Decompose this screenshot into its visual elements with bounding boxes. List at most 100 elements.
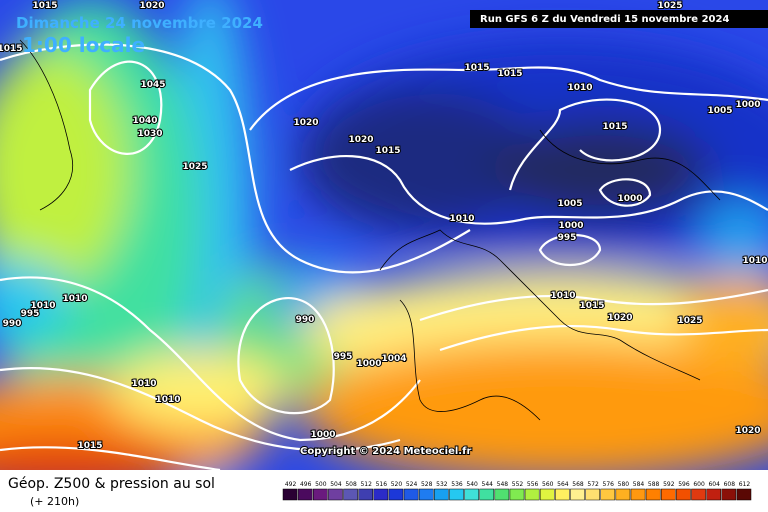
scale-swatch: [736, 488, 752, 501]
scale-swatch: [358, 488, 374, 501]
geopotential-field: 1015 102010151045104010301025102010201015…: [0, 0, 768, 470]
isobar-label: 1025: [657, 1, 682, 11]
scale-label: 500: [315, 481, 327, 488]
scale-label: 572: [587, 481, 599, 488]
scale-swatch: [706, 488, 721, 501]
scale-label: 528: [421, 481, 433, 488]
scale-swatch: [524, 488, 540, 501]
isobar-label: 1010: [62, 294, 87, 304]
valid-date: Dimanche 24 novembre 2024: [16, 14, 263, 32]
scale-swatch: [494, 488, 510, 501]
scale-swatch: [388, 488, 404, 501]
isobar-label: 1040: [132, 116, 157, 126]
scale-label: 568: [572, 481, 584, 488]
isobar-label: 1015: [464, 63, 489, 73]
scale-label: 496: [300, 481, 312, 488]
scale-label: 588: [648, 481, 660, 488]
scale-label: 516: [376, 481, 388, 488]
isobar-label: 1010: [567, 83, 592, 93]
scale-label: 536: [451, 481, 463, 488]
isobar-label: 1020: [348, 135, 373, 145]
isobar-label: 1015: [32, 1, 57, 11]
isobar-label: 1010: [550, 291, 575, 301]
scale-label: 552: [512, 481, 524, 488]
run-info: Run GFS 6 Z du Vendredi 15 novembre 2024: [480, 14, 729, 25]
scale-label: 544: [482, 481, 494, 488]
scale-swatch: [570, 488, 585, 501]
isobar-label: 1000: [310, 430, 335, 440]
scale-swatch: [660, 488, 676, 501]
isobar-label: 1015: [375, 146, 400, 156]
scale-swatch: [449, 488, 464, 501]
scale-label: 596: [678, 481, 690, 488]
isobar-label: 990: [3, 319, 22, 329]
isobar-label: 1010: [449, 214, 474, 224]
isobar-label: 1025: [182, 162, 207, 172]
scale-label: 524: [406, 481, 418, 488]
scale-label: 564: [557, 481, 569, 488]
isobar-label: 995: [334, 352, 353, 362]
scale-swatch: [555, 488, 570, 501]
scale-swatch: [676, 488, 691, 501]
isobar-label: 995: [21, 309, 40, 319]
scale-swatch: [615, 488, 631, 501]
isobar-label: 1015: [579, 301, 604, 311]
copyright: Copyright © 2024 Meteociel.fr: [300, 446, 471, 457]
scale-swatch: [691, 488, 706, 501]
scale-swatch: [539, 488, 555, 501]
scale-label: 560: [542, 481, 554, 488]
isobar-label: 1015: [497, 69, 522, 79]
isobar-label: 1025: [677, 316, 702, 326]
isobar-label: 1020: [139, 1, 164, 11]
isobar-label: 1015: [602, 122, 627, 132]
isobar-label: 1000: [617, 194, 642, 204]
footer-title: Géop. Z500 & pression au sol: [8, 476, 215, 492]
scale-swatch: [464, 488, 479, 501]
scale-label: 520: [391, 481, 403, 488]
color-scale: 492 496 500 504 508 512 516 520 524 528 532 536 540 5…: [282, 481, 752, 501]
scale-label: 600: [693, 481, 705, 488]
scale-swatch: [328, 488, 343, 501]
isobar-label: 1020: [293, 118, 318, 128]
isobar-label: 1005: [707, 106, 732, 116]
scale-swatch: [434, 488, 449, 501]
isobar-label: 1020: [607, 313, 632, 323]
scale-swatch: [600, 488, 616, 501]
scale-label: 532: [436, 481, 448, 488]
scale-label: 612: [739, 481, 751, 488]
isobar-label: 1015: [0, 44, 23, 54]
isobar-label: 1000: [356, 359, 381, 369]
scale-label: 548: [497, 481, 509, 488]
isobar-label: 1004: [381, 354, 406, 364]
scale-label: 556: [527, 481, 539, 488]
scale-swatch: [585, 488, 600, 501]
run-banner: [470, 10, 768, 28]
isobar-label: 1000: [558, 221, 583, 231]
isobar-labels: 1015 102010151045104010301025102010201015…: [0, 0, 768, 452]
scale-swatch: [479, 488, 495, 501]
scale-label: 604: [708, 481, 720, 488]
scale-label: 576: [603, 481, 615, 488]
scale-label: 492: [285, 481, 297, 488]
isobar-label: 1000: [735, 100, 760, 110]
isobar-label: 1010: [155, 395, 180, 405]
scale-swatch: [313, 488, 328, 501]
isobar-label: 1010: [131, 379, 156, 389]
scale-label: 580: [618, 481, 630, 488]
forecast-lead: (+ 210h): [30, 495, 79, 508]
scale-swatch: [509, 488, 525, 501]
scale-swatch: [645, 488, 661, 501]
scale-swatch: [721, 488, 737, 501]
isobar-label: 995: [558, 233, 577, 243]
isobar-label: 1010: [30, 301, 55, 311]
isobar-label: 1045: [140, 80, 165, 90]
isobar-label: 1020: [735, 426, 760, 436]
scale-swatch: [373, 488, 389, 501]
scale-label: 584: [633, 481, 645, 488]
valid-time: 1:00 locale: [22, 33, 145, 57]
scale-label: 504: [330, 481, 342, 488]
scale-swatch: [282, 488, 298, 501]
scale-swatch: [418, 488, 434, 501]
scale-swatch: [297, 488, 313, 501]
